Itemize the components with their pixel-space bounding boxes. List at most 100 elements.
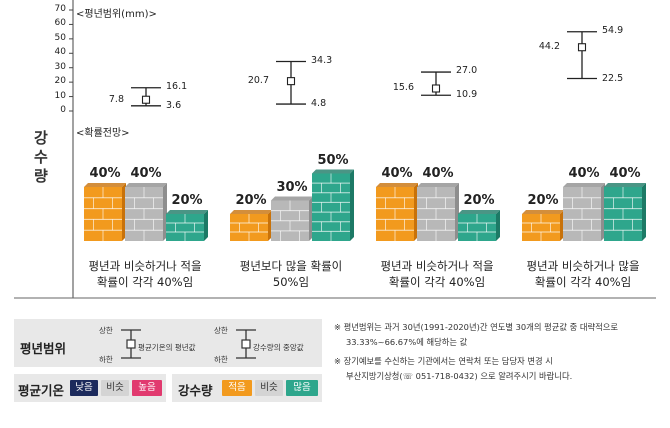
below-normal-box	[522, 210, 564, 241]
y-tick-label: 20	[54, 76, 66, 87]
upper-value-label: 16.1	[166, 80, 188, 92]
lower-value-label: 22.5	[602, 72, 624, 84]
y-tick-label: 50	[54, 32, 66, 43]
similar-normal-box	[271, 196, 313, 241]
errorbar-group	[421, 71, 451, 96]
probability-percent-label: 20%	[235, 193, 267, 208]
y-tick-label: 60	[54, 18, 66, 29]
probability-percent-label: 20%	[527, 193, 559, 208]
side-label-char-3: 량	[34, 167, 48, 185]
errorbar-mid-marker	[286, 77, 296, 86]
box-top	[522, 210, 564, 214]
errorbar-mid-marker	[431, 84, 441, 93]
above-normal-box	[458, 210, 500, 241]
precip-legend-title: 강수량	[178, 383, 213, 398]
temp-legend-high: 높음	[132, 380, 162, 396]
errorbar-group	[131, 87, 161, 107]
probability-percent-label: 20%	[171, 193, 203, 208]
probability-percent-label: 50%	[317, 152, 349, 168]
range-legend-panel	[14, 319, 322, 367]
below-normal-box	[376, 183, 418, 241]
box-top	[563, 183, 605, 187]
box-top	[230, 210, 272, 214]
y-tick-label: 10	[54, 90, 66, 101]
similar-normal-box	[563, 183, 605, 241]
y-tick-label: 40	[54, 47, 66, 58]
box-side	[350, 169, 354, 241]
mid-value-label: 44.2	[538, 41, 560, 53]
mid-value-label: 15.6	[392, 82, 414, 94]
probability-description-line-2: 확률이 각각 40%임	[96, 275, 194, 289]
probability-description-line-1: 평년보다 많을 확률이	[239, 259, 343, 273]
temp-legend-similar: 비슷	[101, 380, 129, 396]
box-top	[125, 183, 167, 187]
box-top	[458, 210, 500, 214]
upper-value-label: 54.9	[602, 24, 624, 36]
note-1-line-1: ※ 평년범위는 과거 30년(1991-2020년)간 연도별 30개의 평균값…	[334, 322, 619, 332]
probability-percent-label: 40%	[381, 166, 413, 181]
above-normal-box	[604, 183, 646, 241]
note-2-line-1: ※ 장기예보를 수신하는 기관에서는 연락처 또는 담당자 변경 시	[334, 356, 553, 366]
errorbar-mid-marker	[141, 95, 151, 104]
below-normal-box	[230, 210, 272, 241]
probability-percent-label: 40%	[422, 166, 454, 181]
chart-title: <평년범위(mm)>	[76, 9, 157, 20]
note-1-line-2: 33.33%~66.67%에 해당하는 값	[346, 337, 468, 347]
lower-value-label: 4.8	[311, 98, 327, 110]
box-top	[604, 183, 646, 187]
y-axis	[69, 9, 73, 112]
errorbar-plot	[131, 31, 597, 107]
upper-value-label: 27.0	[456, 65, 478, 77]
side-label-char-2: 수	[34, 148, 48, 166]
probability-percent-label: 40%	[568, 166, 600, 181]
box-top	[271, 196, 313, 201]
box-top	[376, 183, 418, 187]
probability-percent-label: 20%	[463, 193, 495, 208]
probability-description-line-1: 평년과 비슷하거나 많을	[526, 259, 640, 273]
similar-normal-box	[417, 183, 459, 241]
box-top	[84, 183, 126, 187]
probability-boxes	[84, 169, 646, 241]
legend1-lower-label: 하한	[99, 355, 113, 364]
below-normal-box	[84, 183, 126, 241]
errorbar-group	[567, 31, 597, 80]
side-label-char-1: 강	[34, 129, 48, 147]
temp-legend-low: 낮음	[70, 380, 98, 396]
precip-legend-many: 많음	[286, 380, 318, 396]
legend2-upper-label: 상한	[214, 326, 228, 335]
similar-normal-box	[125, 183, 167, 241]
probability-description-line-2: 확률이 각각 40%임	[388, 275, 486, 289]
mid-value-label: 20.7	[247, 75, 269, 87]
lower-value-label: 10.9	[456, 89, 478, 101]
errorbar-group	[276, 60, 306, 105]
y-tick-label: 30	[54, 61, 66, 72]
y-tick-label: 70	[54, 4, 66, 14]
probability-percent-label: 40%	[89, 166, 121, 181]
legend1-upper-label: 상한	[99, 326, 113, 335]
probability-percent-label: 40%	[609, 166, 641, 181]
legend1-mid-label: 평균기온의 평년값	[138, 343, 196, 352]
precip-legend-few: 적음	[222, 380, 252, 396]
mid-value-label: 7.8	[108, 93, 124, 105]
box-side	[642, 183, 646, 241]
box-top	[312, 169, 354, 174]
temp-legend-title: 평균기온	[18, 383, 65, 398]
probability-percent-label: 40%	[130, 166, 162, 181]
probability-description-line-2: 50%임	[272, 275, 310, 289]
upper-value-label: 34.3	[311, 54, 333, 66]
above-normal-box	[166, 210, 208, 241]
y-tick-label: 0	[60, 105, 66, 115]
note-2-line-2: 부산지방기상청(☏ 051-718-0432) 으로 알려주시기 바랍니다.	[346, 371, 573, 381]
box-top	[166, 210, 208, 214]
box-side	[496, 210, 500, 241]
legend2-lower-label: 하한	[214, 355, 228, 364]
legend1-mid-marker	[126, 339, 136, 349]
probability-title: <확률전망>	[76, 128, 130, 139]
probability-description-line-1: 평년과 비슷하거나 적을	[88, 259, 202, 273]
box-top	[417, 183, 459, 187]
probability-description-line-1: 평년과 비슷하거나 적을	[380, 259, 494, 273]
box-face	[312, 173, 350, 241]
above-normal-box	[312, 169, 354, 241]
legend2-mid-label: 강수량의 중앙값	[253, 343, 304, 352]
legend2-mid-marker	[241, 339, 251, 349]
